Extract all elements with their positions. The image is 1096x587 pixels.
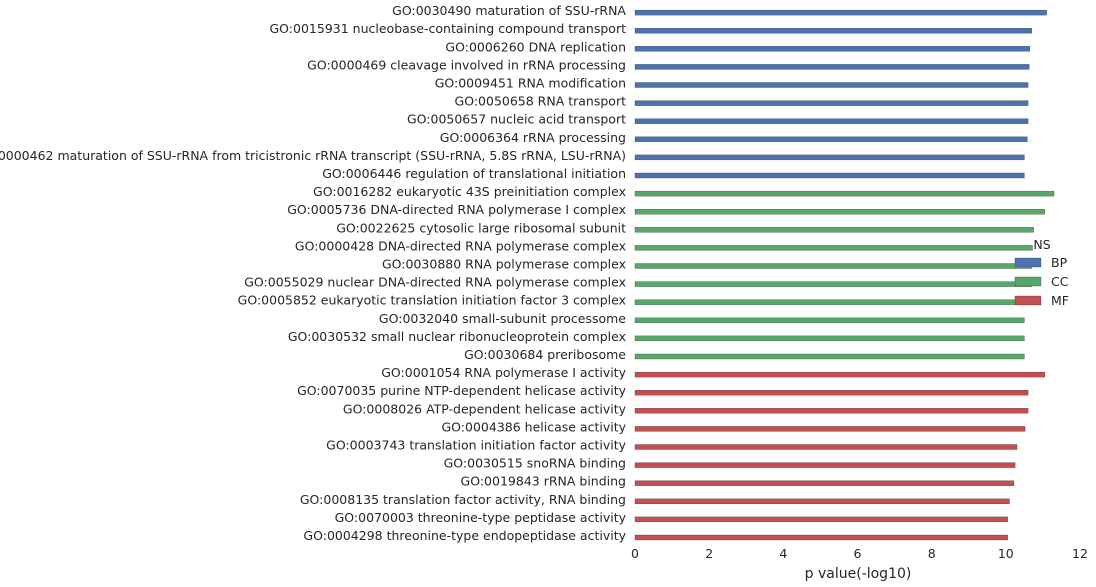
bars-group [634, 9, 1055, 541]
category-label: GO:0050657 nucleic acid transport [407, 112, 626, 127]
category-label: GO:0030880 RNA polymerase complex [382, 257, 626, 272]
legend-swatch-mf [1014, 295, 1042, 306]
category-label: GO:0016282 eukaryotic 43S preinitiation … [313, 184, 626, 199]
x-tick-label: 10 [998, 546, 1014, 561]
bar-bp [634, 28, 1032, 34]
x-tick-label: 4 [779, 546, 787, 561]
legend-swatch-bp [1014, 257, 1042, 268]
category-label: GO:0019843 rRNA binding [461, 474, 626, 489]
category-label: GO:0003743 translation initiation factor… [326, 438, 626, 453]
bar-cc [634, 190, 1055, 197]
x-tick-label: 12 [1072, 546, 1088, 561]
bar-bp [634, 136, 1028, 142]
category-label: GO:0070003 threonine-type peptidase acti… [335, 510, 627, 525]
bar-bp [634, 100, 1029, 106]
bar-cc [634, 317, 1025, 323]
category-label: GO:0001054 RNA polymerase I activity [381, 365, 626, 380]
legend-label-mf: MF [1051, 293, 1069, 308]
bar-cc [634, 245, 1033, 251]
category-label: GO:0004386 helicase activity [441, 419, 626, 434]
bar-bp [634, 82, 1029, 88]
category-label: GO:0005736 DNA-directed RNA polymerase I… [287, 202, 626, 217]
bar-mf [634, 462, 1016, 468]
category-label: GO:0070035 purine NTP-dependent helicase… [297, 383, 627, 398]
bar-mf [634, 480, 1015, 486]
legend-label-bp: BP [1051, 255, 1068, 270]
category-label: GO:0030684 preribosome [464, 347, 626, 362]
bar-mf [634, 371, 1045, 378]
category-label: GO:0030490 maturation of SSU-rRNA [392, 3, 626, 18]
category-label: GO:0030515 snoRNA binding [444, 456, 626, 471]
category-label: GO:0004298 threonine-type endopeptidase … [303, 528, 626, 543]
legend-label-cc: CC [1051, 274, 1069, 289]
bar-mf [634, 444, 1018, 450]
bar-cc [634, 335, 1025, 342]
category-label: GO:0030532 small nuclear ribonucleoprote… [288, 329, 626, 344]
bar-cc [634, 227, 1034, 233]
legend-title: NS [1033, 237, 1050, 252]
legend: NS BP CC MF [1014, 237, 1069, 308]
category-label: GO:0000462 maturation of SSU-rRNA from t… [0, 148, 626, 163]
category-label: GO:0006446 regulation of translational i… [322, 166, 626, 181]
category-label: GO:0015931 nucleobase-containing compoun… [270, 21, 627, 36]
category-labels: GO:0030490 maturation of SSU-rRNA GO:0015… [0, 3, 627, 543]
bar-bp [634, 172, 1025, 179]
category-label: GO:0009451 RNA modification [435, 76, 626, 91]
bar-bp [634, 9, 1047, 16]
bar-mf [634, 498, 1010, 504]
category-label: GO:0022625 cytosolic large ribosomal sub… [336, 220, 626, 235]
bar-mf [634, 408, 1029, 414]
bar-cc [634, 353, 1025, 360]
bar-cc [634, 281, 1032, 287]
bar-mf [634, 516, 1008, 523]
category-label: GO:0006364 rRNA processing [440, 130, 626, 145]
category-label: GO:0008135 translation factor activity, … [300, 492, 626, 507]
category-label: GO:0000428 DNA-directed RNA polymerase c… [295, 238, 626, 253]
bar-mf [634, 426, 1026, 432]
bar-bp [634, 118, 1029, 124]
category-label: GO:0000469 cleavage involved in rRNA pro… [307, 57, 626, 72]
bar-cc [634, 263, 1032, 269]
bar-cc [634, 299, 1032, 305]
x-tick-label: 6 [854, 546, 862, 561]
bar-bp [634, 46, 1031, 52]
legend-swatch-cc [1014, 276, 1042, 287]
x-tick-labels: 0 2 4 6 8 10 12 [631, 546, 1088, 561]
category-label: GO:0008026 ATP-dependent helicase activi… [343, 401, 627, 416]
bar-mf [634, 390, 1029, 396]
category-label: GO:0006260 DNA replication [445, 39, 626, 54]
x-tick-label: 0 [631, 546, 639, 561]
x-tick-label: 8 [928, 546, 936, 561]
x-tick-label: 2 [705, 546, 713, 561]
bar-mf [634, 534, 1008, 541]
category-label: GO:0050658 RNA transport [455, 94, 627, 109]
bar-bp [634, 64, 1030, 70]
category-label: GO:0055029 nuclear DNA-directed RNA poly… [244, 275, 626, 290]
x-axis-title: p value(-log10) [805, 566, 912, 582]
bar-cc [634, 209, 1045, 215]
category-label: GO:0032040 small-subunit processome [379, 311, 626, 326]
bar-bp [634, 154, 1025, 161]
category-label: GO:0005852 eukaryotic translation initia… [238, 293, 626, 308]
